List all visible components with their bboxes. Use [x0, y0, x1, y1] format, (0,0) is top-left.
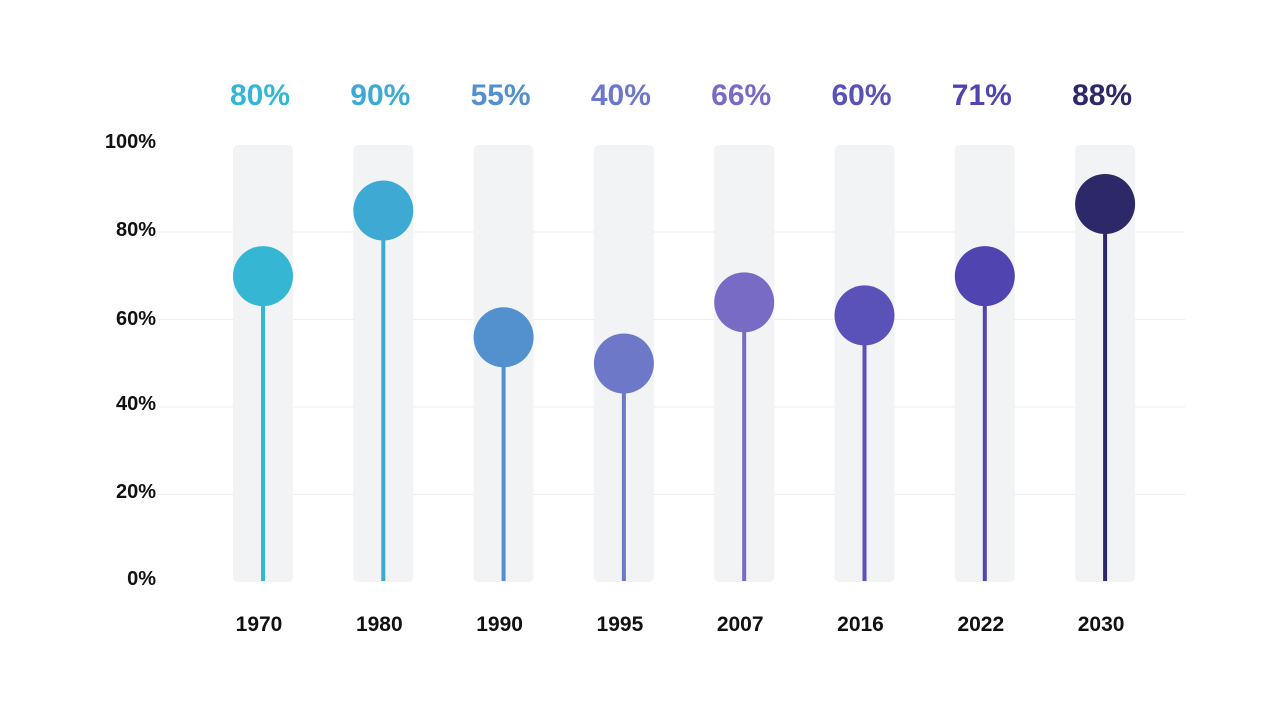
- lollipop-dot: [1075, 173, 1136, 234]
- lollipop-dot: [834, 285, 895, 346]
- y-tick-label: 40%: [116, 393, 156, 415]
- percentage-label: 90%: [350, 79, 410, 112]
- y-tick-label: 100%: [105, 131, 156, 153]
- gridlines: [157, 231, 1185, 495]
- percentage-label: 55%: [471, 79, 531, 112]
- x-category-label: 1970: [236, 613, 283, 636]
- y-tick-label: 20%: [116, 481, 156, 503]
- x-category-label: 1990: [476, 613, 523, 636]
- percentage-label: 80%: [230, 79, 290, 112]
- lollipop-stems: [261, 203, 1108, 581]
- percentage-label: 40%: [591, 79, 651, 112]
- y-tick-label: 0%: [127, 568, 156, 590]
- x-category-label: 2022: [957, 613, 1004, 636]
- percentage-label: 60%: [831, 79, 891, 112]
- lollipop-dot: [593, 333, 654, 394]
- percentage-label: 66%: [711, 79, 771, 112]
- percentage-label: 88%: [1072, 79, 1132, 112]
- percentage-labels: 80% 90% 55% 40% 66% 60% 71% 88%: [230, 79, 1132, 112]
- lollipop-dot: [473, 307, 534, 368]
- x-category-label: 1980: [356, 613, 403, 636]
- lollipop-dots: [233, 173, 1136, 394]
- lollipop-dot: [714, 272, 775, 333]
- y-tick-label: 80%: [116, 219, 156, 241]
- lollipop-dot: [353, 180, 414, 241]
- x-category-label: 1995: [597, 613, 644, 636]
- lollipop-dot: [233, 246, 293, 307]
- y-tick-label: 60%: [116, 308, 156, 330]
- x-axis-category-labels: 1970 1980 1990 1995 2007 2016 2022 2030: [236, 613, 1125, 636]
- x-category-label: 2007: [717, 613, 764, 636]
- x-category-label: 2030: [1078, 613, 1125, 636]
- percentage-label: 71%: [952, 79, 1012, 112]
- y-axis-tick-labels: 0% 20% 40% 60% 80% 100%: [105, 131, 156, 590]
- x-category-label: 2016: [837, 613, 884, 636]
- lollipop-dot: [954, 246, 1015, 307]
